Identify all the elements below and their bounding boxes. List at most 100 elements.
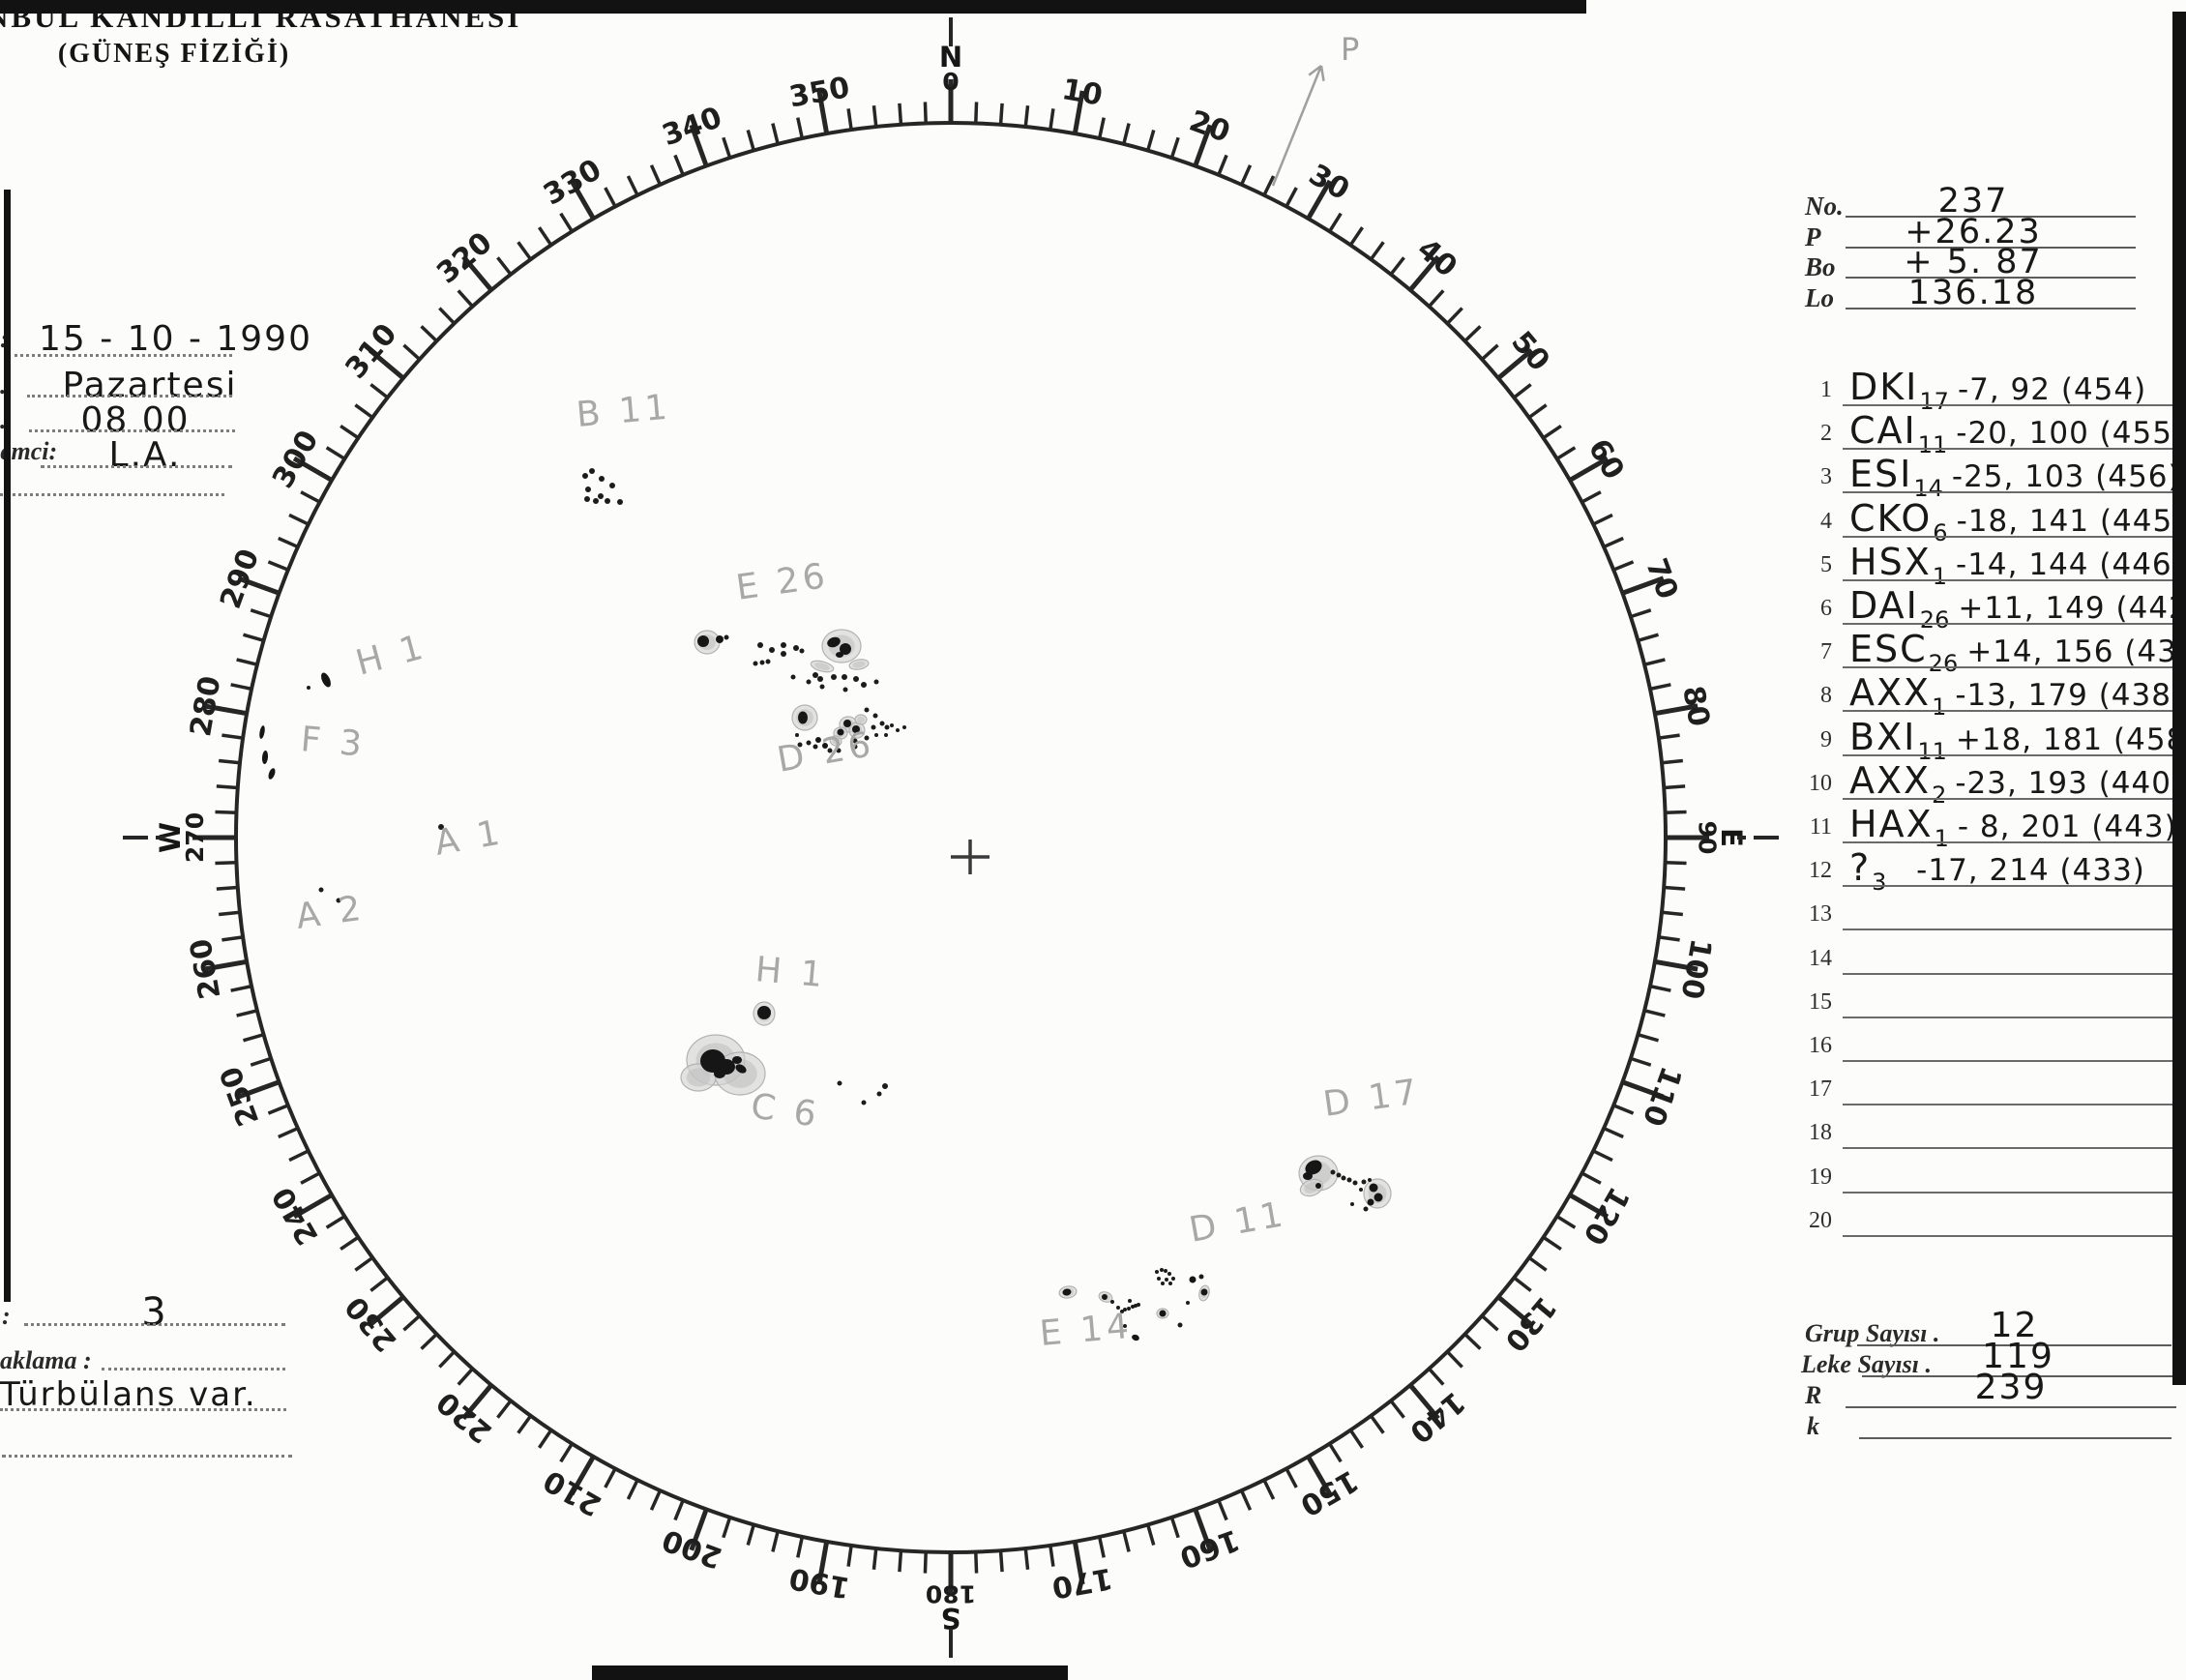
cardinal-degree-label: 180 [926, 1579, 976, 1607]
major-tick [1408, 1383, 1440, 1421]
degree-label: 160 [1175, 1522, 1244, 1575]
group-row-line [1843, 710, 2178, 713]
obs-field-line [0, 493, 224, 496]
ephemeris-value: 136.18 [1907, 273, 2039, 312]
sunspot-pore [793, 645, 799, 651]
sunspot-umbra [837, 728, 844, 736]
institute-header: NBUL KANDİLLİ RASATHANESİ (GÜNEŞ FİZİĞİ) [0, 0, 518, 70]
totals-line [1859, 1437, 2171, 1439]
minor-tick [1637, 633, 1660, 642]
degree-label: 260 [184, 936, 227, 1002]
minor-tick [998, 103, 1004, 125]
minor-tick [216, 784, 238, 790]
major-tick [689, 124, 709, 167]
minor-tick [1664, 784, 1686, 790]
group-type-subscript: 2 [1932, 781, 1947, 809]
minor-tick [673, 154, 685, 176]
sunspot-pore [864, 707, 870, 713]
minor-tick [230, 984, 252, 992]
minor-tick [1513, 1276, 1532, 1292]
major-tick [1621, 1079, 1665, 1100]
remarks-line [0, 1408, 286, 1411]
cardinal-letter: S [941, 1602, 961, 1635]
group-row-entry: DKI17 -7, 92 (454) [1849, 366, 2183, 415]
degree-label: 80 [1675, 684, 1716, 729]
minor-tick [1428, 289, 1445, 308]
minor-tick [923, 102, 928, 124]
sunspot-umbra [697, 635, 709, 647]
group-type: AXX [1849, 758, 1932, 802]
sunspot-umbra [822, 743, 828, 749]
group-row-entry: ESC26 +14, 156 (439) [1849, 628, 2186, 677]
group-row-line [1843, 623, 2178, 625]
group-type-subscript: 1 [1932, 693, 1947, 722]
sunspot-pore [799, 648, 805, 654]
minor-tick [1328, 212, 1343, 233]
major-tick [368, 1295, 405, 1327]
degree-label: 350 [786, 71, 852, 114]
sunspot-pore [1198, 1274, 1204, 1280]
group-row-number: 9 [1820, 726, 1832, 752]
minor-tick [230, 683, 252, 692]
sunspot-pore [1336, 1172, 1342, 1178]
group-row-line [1843, 1104, 2178, 1106]
degree-label: 20 [1185, 104, 1234, 150]
minor-tick [1592, 1149, 1613, 1163]
minor-tick [267, 560, 289, 572]
minor-tick [1285, 1467, 1298, 1488]
group-type-subscript: 14 [1913, 475, 1943, 503]
minor-tick [1527, 1255, 1548, 1272]
minor-tick [1146, 1523, 1156, 1547]
minor-tick [236, 658, 258, 666]
degree-label: 200 [658, 1522, 726, 1575]
minor-tick [1580, 1171, 1602, 1185]
sunspot-pore [759, 660, 765, 665]
minor-tick [354, 1255, 374, 1272]
minor-tick [626, 1479, 639, 1500]
sunspot-pore [842, 687, 848, 693]
group-coords: -13, 179 (438) [1955, 678, 2185, 714]
sunspot-umbra [259, 725, 265, 739]
sunspot-penumbra-inner [814, 663, 830, 670]
group-type: HAX [1849, 803, 1934, 845]
degree-label: 60 [1581, 433, 1631, 486]
degree-label: 210 [538, 1462, 607, 1522]
major-tick [1306, 179, 1333, 221]
minor-tick [626, 175, 639, 196]
sunspot-pore [584, 496, 590, 502]
sunspot-umbra [1303, 1172, 1313, 1180]
sunspot-umbra [261, 751, 269, 764]
cardinal-letter: E [1715, 828, 1748, 847]
sunspot-pore [1341, 1175, 1346, 1181]
sunspot-pore [1127, 1307, 1131, 1311]
sunspot-pore [871, 724, 876, 730]
minor-tick [457, 289, 474, 308]
minor-tick [604, 1467, 617, 1488]
sunspot-pore [861, 682, 867, 688]
minor-tick [1023, 104, 1030, 128]
group-row-number: 4 [1820, 508, 1832, 534]
sunspot-umbra [1200, 1288, 1208, 1296]
major-tick [1193, 1508, 1213, 1551]
degree-label: 130 [1498, 1289, 1563, 1357]
minor-tick [1446, 1350, 1463, 1369]
ephemeris-value: + 5. 87 [1904, 243, 2043, 281]
major-tick [569, 1455, 596, 1496]
major-tick [1568, 456, 1610, 483]
group-type-subscript: 26 [1919, 606, 1950, 634]
minor-tick [517, 241, 533, 261]
major-tick [1072, 1541, 1085, 1585]
sunspot-umbra [852, 725, 860, 733]
minor-tick [1463, 325, 1482, 342]
group-row-entry: HAX1 - 8, 201 (443) [1849, 803, 2183, 852]
minor-tick [1463, 1333, 1482, 1350]
group-row-entry: ?3 -17, 214 (433) [1849, 846, 2183, 896]
sunspot-pore [876, 1091, 882, 1097]
sunspot-pore [827, 748, 833, 753]
minor-tick [846, 1545, 853, 1567]
sunspot-umbra [716, 635, 724, 643]
degree-label: 340 [658, 101, 726, 153]
minor-tick [1097, 117, 1106, 139]
sunspot-umbra [268, 768, 276, 780]
